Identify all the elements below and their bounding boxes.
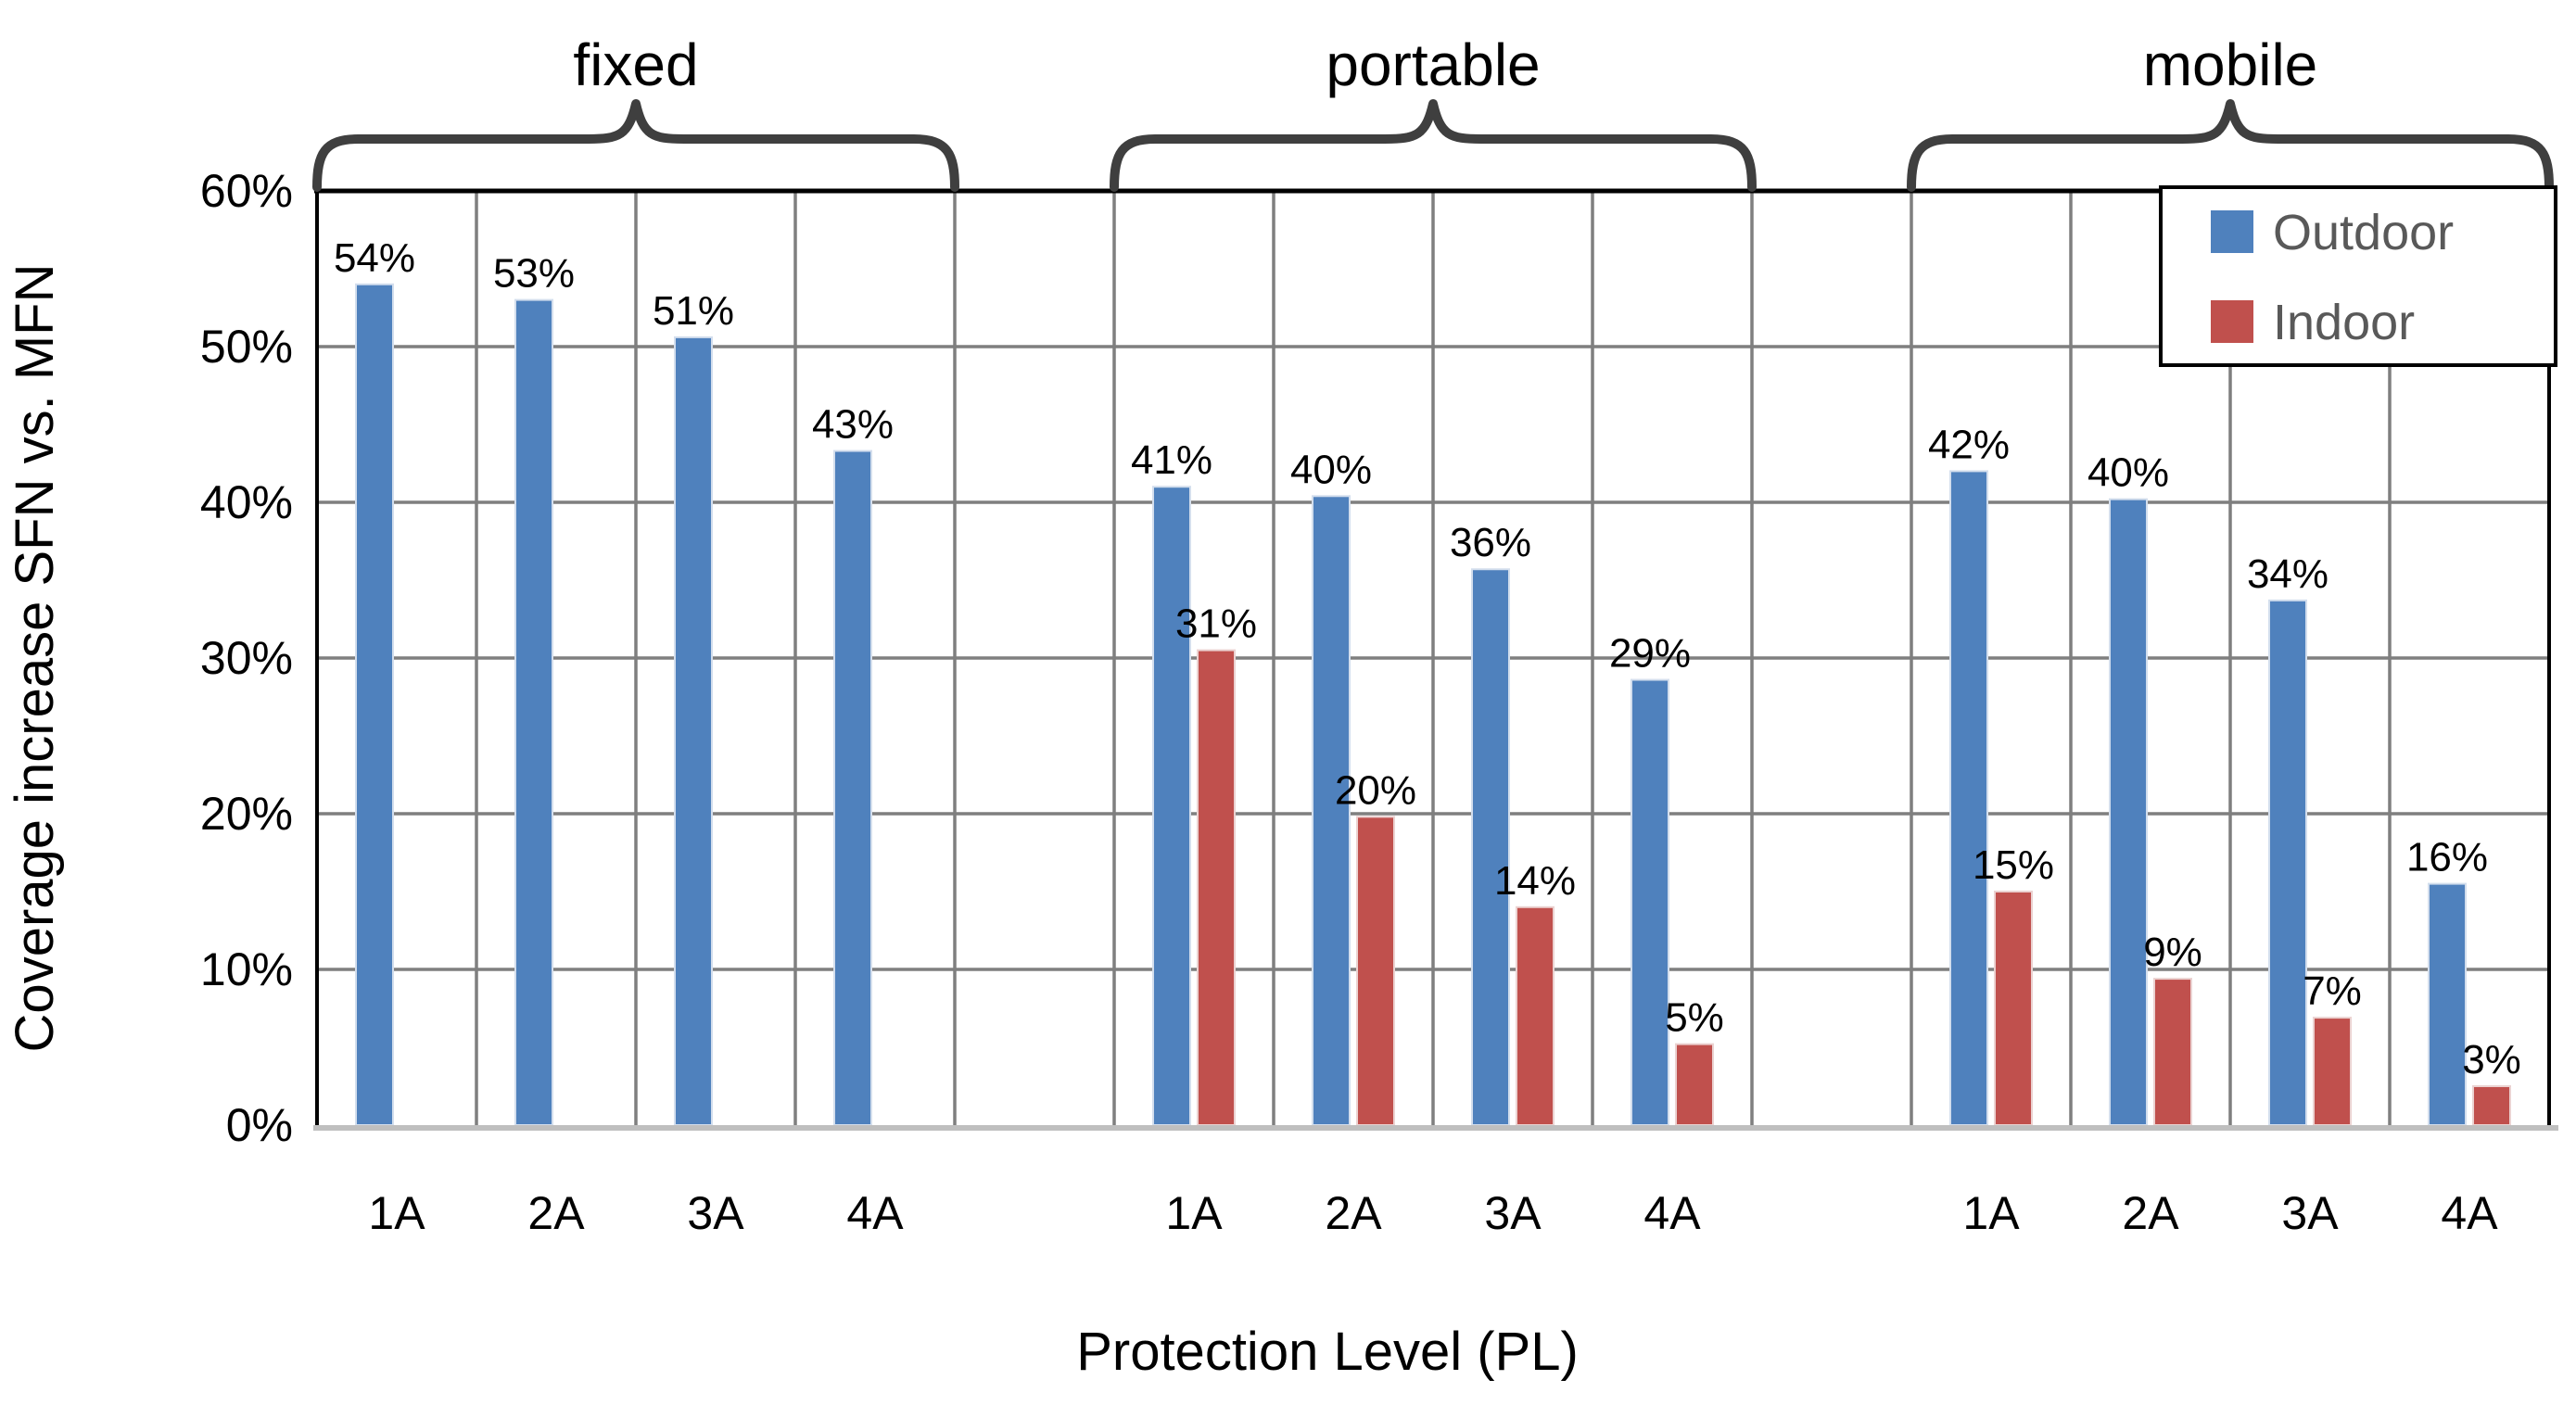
bar-portable-2A-outdoor: [1312, 495, 1351, 1126]
bar-portable-3A-outdoor: [1471, 568, 1510, 1126]
x-tick-portable-3A: 3A: [1484, 1187, 1542, 1239]
axis-ticks-layer: 1A 2A 3A 4A 1A 2A 3A 4A 1A 2A 3A 4A 0% 10% 20% 30% 40% 50…: [200, 165, 2498, 1239]
data-label-mobile-2A-outdoor: 40%: [2087, 450, 2169, 496]
x-tick-portable-1A: 1A: [1165, 1187, 1223, 1239]
x-tick-fixed-4A: 4A: [846, 1187, 904, 1239]
data-label-portable-1A-indoor: 31%: [1175, 601, 1257, 647]
bar-portable-1A-indoor: [1197, 649, 1236, 1126]
data-label-portable-3A-indoor: 14%: [1494, 858, 1576, 904]
data-label-mobile-4A-indoor: 3%: [2462, 1037, 2521, 1082]
x-tick-mobile-2A: 2A: [2122, 1187, 2179, 1239]
y-axis-title: Coverage increase SFN vs. MFN: [5, 264, 65, 1053]
bar-mobile-3A-indoor: [2313, 1017, 2352, 1126]
bar-portable-4A-indoor: [1675, 1043, 1714, 1127]
data-label-fixed-3A-outdoor: 51%: [653, 288, 734, 334]
legend-layer: Outdoor Indoor: [2159, 185, 2557, 367]
y-tick-10pct: 10%: [200, 943, 293, 995]
bar-portable-4A-outdoor: [1631, 678, 1669, 1127]
x-tick-portable-4A: 4A: [1643, 1187, 1701, 1239]
bar-mobile-3A-outdoor: [2268, 599, 2307, 1126]
bar-mobile-4A-outdoor: [2428, 882, 2467, 1126]
data-label-mobile-4A-outdoor: 16%: [2406, 835, 2488, 880]
data-label-mobile-1A-outdoor: 42%: [1928, 422, 2010, 467]
bar-fixed-2A-outdoor: [514, 298, 553, 1127]
data-label-portable-3A-outdoor: 36%: [1450, 520, 1531, 565]
data-label-fixed-4A-outdoor: 43%: [812, 402, 894, 448]
bar-portable-3A-indoor: [1516, 905, 1554, 1126]
bar-fixed-3A-outdoor: [674, 335, 713, 1127]
y-tick-0pct: 0%: [226, 1099, 293, 1151]
group-label-portable: portable: [1326, 32, 1540, 98]
data-label-fixed-1A-outdoor: 54%: [334, 235, 415, 281]
bar-mobile-1A-outdoor: [1949, 470, 1988, 1126]
x-tick-fixed-2A: 2A: [527, 1187, 585, 1239]
data-label-fixed-2A-outdoor: 53%: [493, 251, 575, 297]
bar-fixed-4A-outdoor: [833, 449, 872, 1126]
group-label-mobile: mobile: [2143, 32, 2318, 98]
brace-fixed: [312, 99, 959, 192]
legend-swatch-outdoor: [2211, 210, 2253, 253]
data-label-portable-2A-outdoor: 40%: [1290, 447, 1372, 492]
data-label-mobile-2A-indoor: 9%: [2143, 930, 2202, 975]
data-label-mobile-3A-indoor: 7%: [2303, 968, 2362, 1014]
y-tick-60pct: 60%: [200, 165, 293, 217]
bar-fixed-1A-outdoor: [355, 283, 394, 1126]
y-tick-50pct: 50%: [200, 321, 293, 373]
y-tick-20pct: 20%: [200, 788, 293, 840]
data-label-portable-4A-outdoor: 29%: [1609, 631, 1691, 677]
bar-mobile-2A-indoor: [2153, 978, 2192, 1126]
group-label-fixed: fixed: [573, 32, 698, 98]
x-tick-mobile-4A: 4A: [2441, 1187, 2498, 1239]
x-tick-fixed-1A: 1A: [368, 1187, 425, 1239]
data-label-mobile-1A-indoor: 15%: [1973, 842, 2054, 888]
x-tick-mobile-1A: 1A: [1962, 1187, 2020, 1239]
bar-portable-2A-indoor: [1356, 816, 1395, 1126]
x-tick-portable-2A: 2A: [1325, 1187, 1382, 1239]
legend-label-indoor: Indoor: [2273, 295, 2415, 350]
y-tick-40pct: 40%: [200, 476, 293, 528]
x-tick-fixed-3A: 3A: [687, 1187, 744, 1239]
bars-layer: [355, 283, 2511, 1127]
bar-mobile-2A-outdoor: [2109, 498, 2148, 1126]
data-labels-layer: 54% 53% 51% 43% 41% 31% 40% 20% 36% 14% 29% 5% 42% 15…: [334, 235, 2521, 1082]
data-label-mobile-3A-outdoor: 34%: [2247, 551, 2329, 597]
brace-mobile: [1907, 99, 2554, 192]
x-tick-mobile-3A: 3A: [2281, 1187, 2339, 1239]
bar-mobile-4A-indoor: [2472, 1085, 2511, 1126]
data-label-portable-2A-indoor: 20%: [1335, 767, 1416, 813]
y-tick-30pct: 30%: [200, 632, 293, 684]
bar-mobile-1A-indoor: [1994, 891, 2033, 1126]
data-label-portable-4A-indoor: 5%: [1665, 995, 1724, 1041]
legend-swatch-indoor: [2211, 300, 2253, 343]
bar-portable-1A-outdoor: [1152, 486, 1191, 1126]
group-braces-layer: fixed portable mobile: [312, 32, 2554, 192]
x-axis-title: Protection Level (PL): [1076, 1322, 1579, 1382]
brace-portable: [1110, 99, 1757, 192]
legend-label-outdoor: Outdoor: [2273, 205, 2454, 260]
data-label-portable-1A-outdoor: 41%: [1131, 437, 1212, 483]
